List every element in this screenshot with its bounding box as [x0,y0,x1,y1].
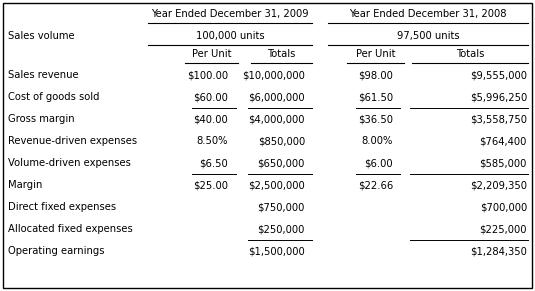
Text: $36.50: $36.50 [358,114,393,124]
Text: $22.66: $22.66 [358,180,393,190]
Text: 8.00%: 8.00% [362,136,393,146]
Text: $2,209,350: $2,209,350 [470,180,527,190]
Text: Revenue-driven expenses: Revenue-driven expenses [8,136,137,146]
Text: Sales volume: Sales volume [8,31,74,41]
Text: $225,000: $225,000 [479,224,527,234]
Text: $5,996,250: $5,996,250 [470,92,527,102]
Text: Gross margin: Gross margin [8,114,74,124]
Text: Cost of goods sold: Cost of goods sold [8,92,100,102]
Text: $9,555,000: $9,555,000 [470,70,527,80]
Text: $6,000,000: $6,000,000 [248,92,305,102]
Text: Totals: Totals [268,49,296,59]
Text: $60.00: $60.00 [193,92,228,102]
Text: $585,000: $585,000 [479,158,527,168]
Text: Operating earnings: Operating earnings [8,246,104,256]
Text: $2,500,000: $2,500,000 [248,180,305,190]
Text: 8.50%: 8.50% [196,136,228,146]
Text: $6.50: $6.50 [199,158,228,168]
Text: Direct fixed expenses: Direct fixed expenses [8,202,116,212]
Text: $850,000: $850,000 [258,136,305,146]
Text: Allocated fixed expenses: Allocated fixed expenses [8,224,133,234]
Text: $750,000: $750,000 [258,202,305,212]
Text: $700,000: $700,000 [480,202,527,212]
Text: Year Ended December 31, 2008: Year Ended December 31, 2008 [349,9,507,19]
Text: Year Ended December 31, 2009: Year Ended December 31, 2009 [151,9,309,19]
Text: Totals: Totals [456,49,484,59]
Text: $6.00: $6.00 [364,158,393,168]
Text: $250,000: $250,000 [258,224,305,234]
Text: $10,000,000: $10,000,000 [242,70,305,80]
Text: 100,000 units: 100,000 units [196,31,264,41]
Text: $98.00: $98.00 [358,70,393,80]
Text: $1,284,350: $1,284,350 [470,246,527,256]
Text: $1,500,000: $1,500,000 [248,246,305,256]
Text: 97,500 units: 97,500 units [396,31,460,41]
Text: $100.00: $100.00 [187,70,228,80]
Text: $25.00: $25.00 [193,180,228,190]
Text: Volume-driven expenses: Volume-driven expenses [8,158,131,168]
Text: $40.00: $40.00 [193,114,228,124]
Text: $650,000: $650,000 [258,158,305,168]
Text: Per Unit: Per Unit [192,49,231,59]
Text: $764,400: $764,400 [479,136,527,146]
Text: Margin: Margin [8,180,42,190]
Text: Per Unit: Per Unit [356,49,395,59]
Text: $61.50: $61.50 [358,92,393,102]
Text: $4,000,000: $4,000,000 [248,114,305,124]
Text: Sales revenue: Sales revenue [8,70,79,80]
Text: $3,558,750: $3,558,750 [470,114,527,124]
